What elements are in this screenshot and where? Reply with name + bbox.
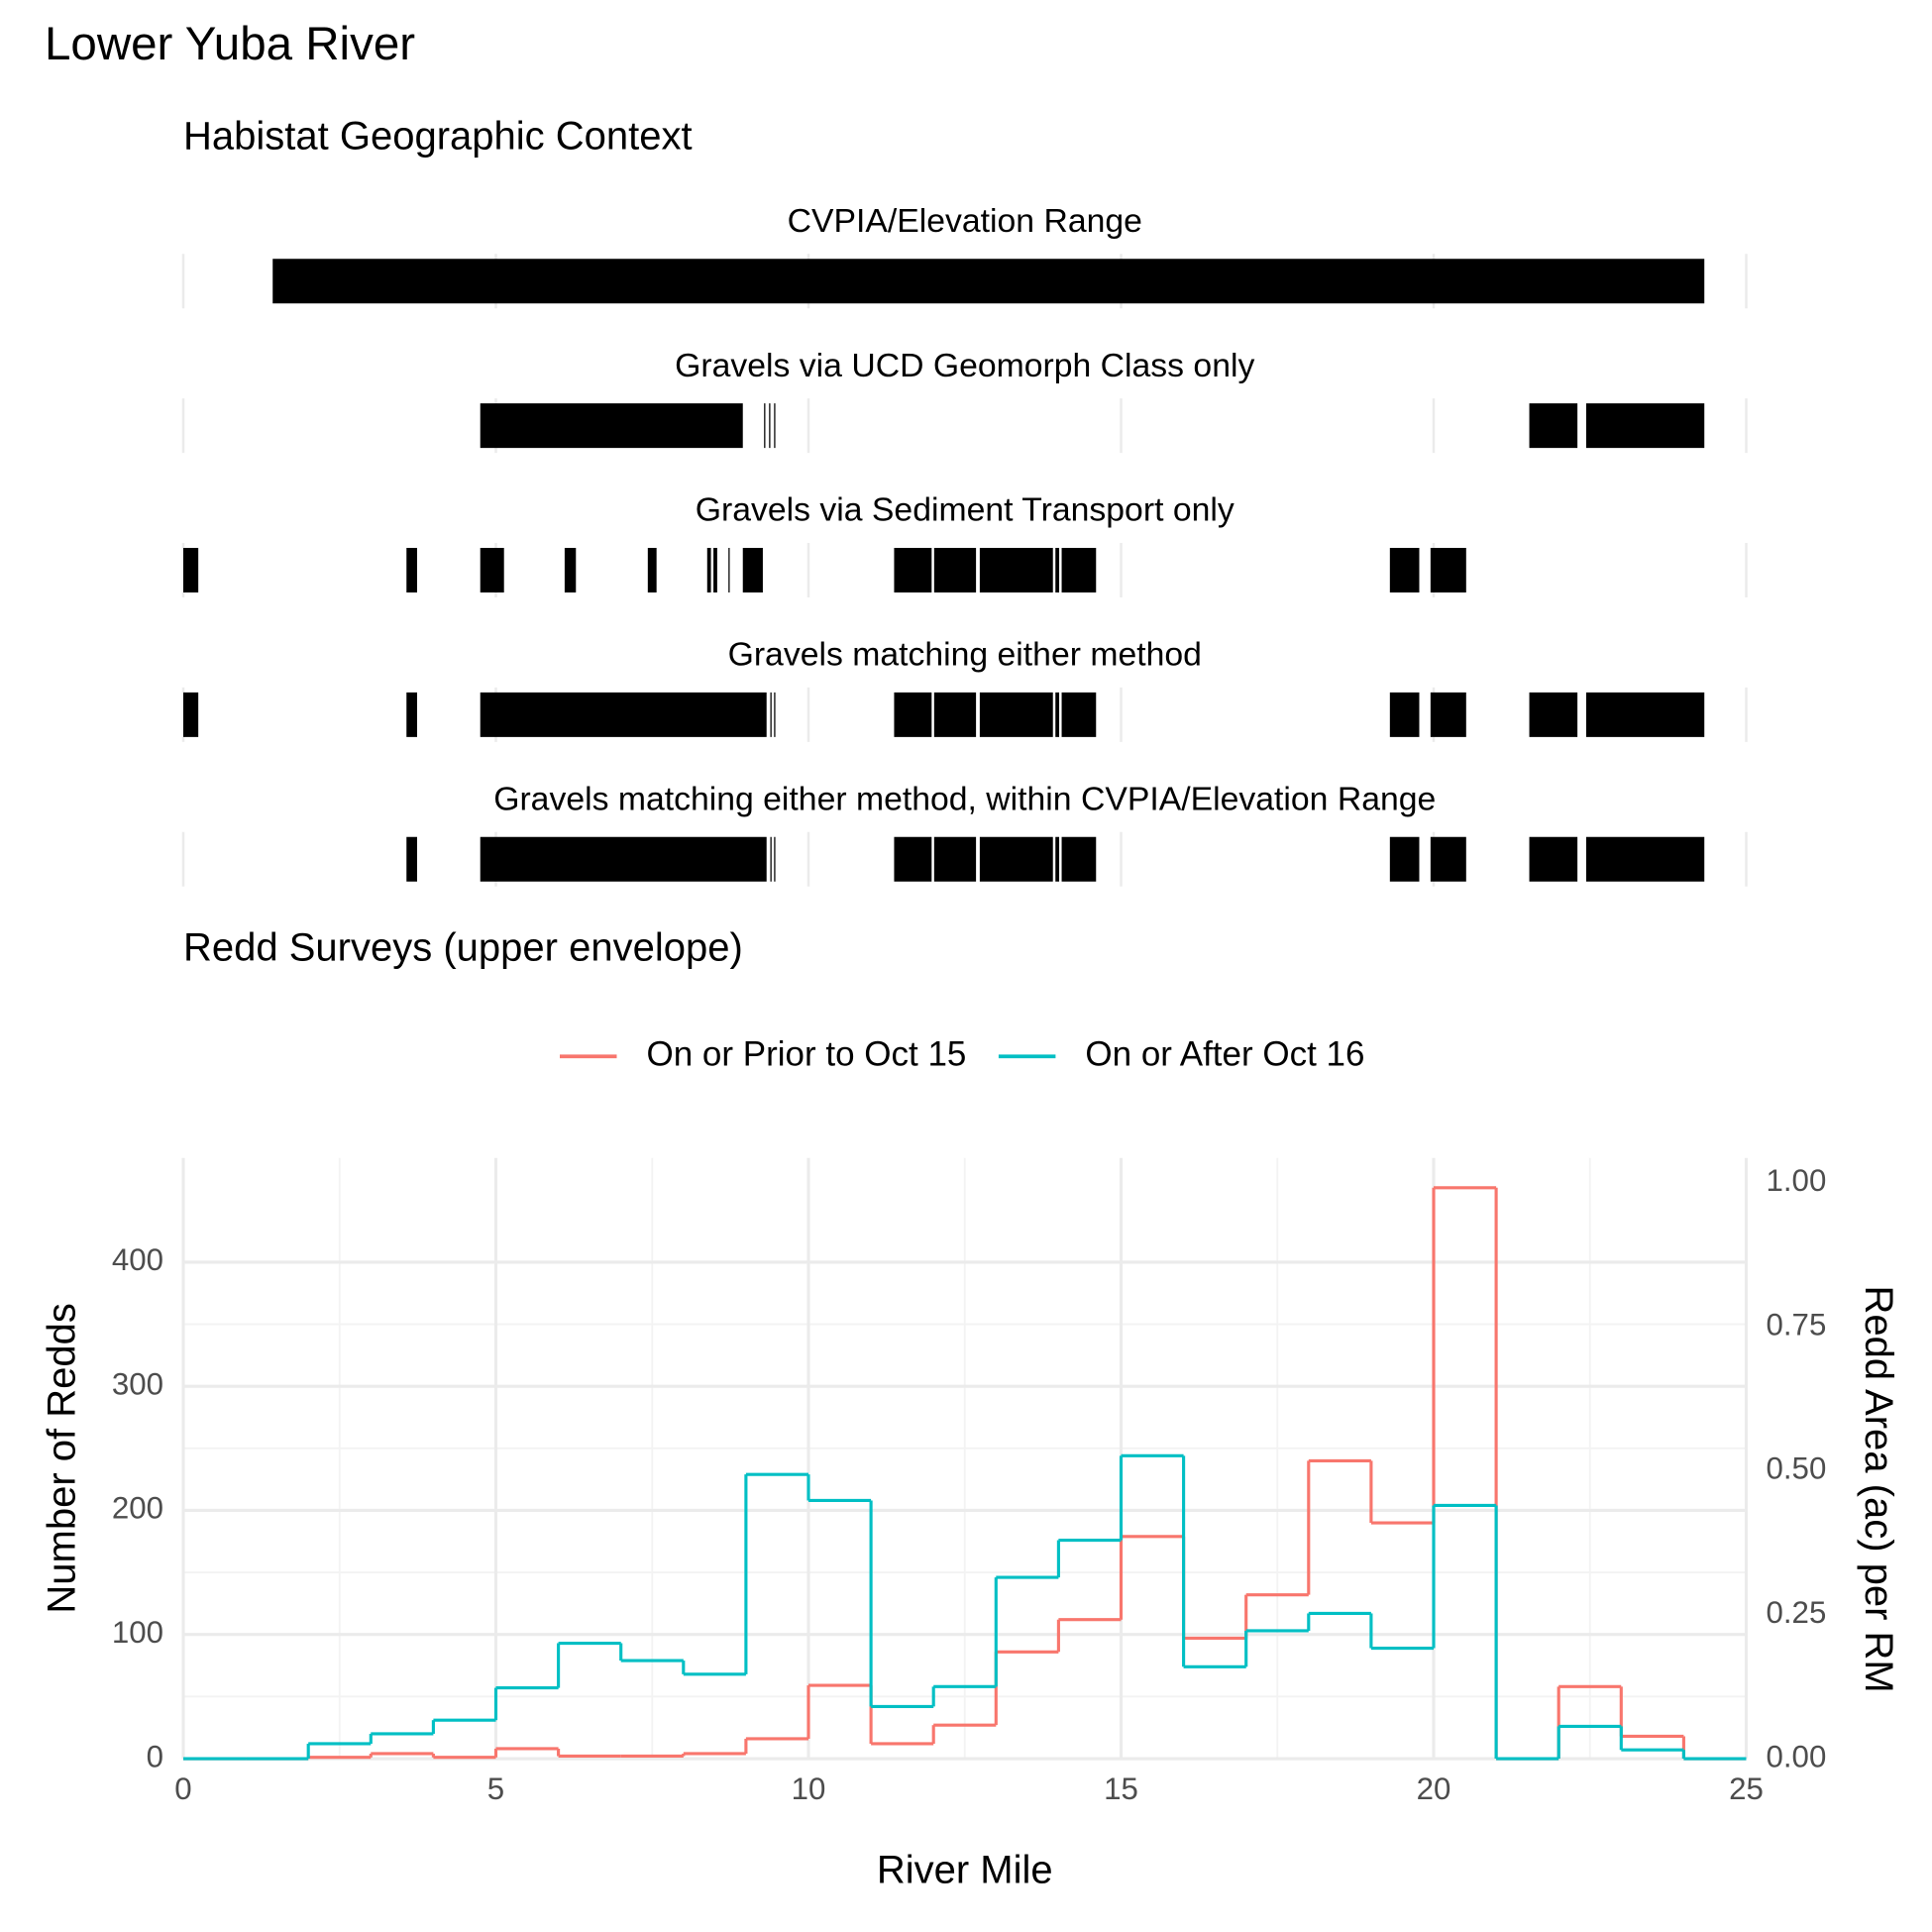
interval [480,836,767,882]
track-label: Gravels matching either method [728,636,1202,674]
interval [480,403,743,449]
y2-tick-label: 0.25 [1767,1595,1827,1630]
y-tick-label: 200 [112,1491,163,1526]
x-tick-label: 10 [792,1771,826,1806]
interval [706,548,711,592]
y2-tick-label: 0.75 [1767,1307,1827,1342]
interval [742,548,763,592]
page-title: Lower Yuba River [45,18,415,70]
y2-tick-label: 0.50 [1767,1451,1827,1486]
x-tick-label: 15 [1104,1771,1138,1806]
track-label: Gravels via Sediment Transport only [696,491,1234,529]
interval [1055,548,1060,592]
interval [1061,836,1097,882]
x-tick-label: 0 [174,1771,191,1806]
x-axis-title: River Mile [877,1849,1053,1892]
y2-tick-label: 0.00 [1767,1739,1827,1773]
track-label: CVPIA/Elevation Range [788,202,1142,240]
y-tick-label: 400 [112,1242,163,1277]
interval [1055,836,1060,882]
interval [774,836,776,882]
interval [764,403,766,449]
interval [713,548,717,592]
interval [979,548,1053,592]
interval [774,403,776,449]
interval [894,548,932,592]
y2-tick-label: 1.00 [1767,1163,1827,1198]
interval [1389,836,1420,882]
y-tick-label: 0 [147,1739,163,1773]
interval [933,548,977,592]
interval [894,836,932,882]
interval [1585,403,1705,449]
x-tick-label: 20 [1417,1771,1451,1806]
interval [1585,836,1705,882]
interval [480,692,767,737]
interval [1389,692,1420,737]
interval [1529,403,1578,449]
interval [933,692,977,737]
legend-label: On or Prior to Oct 15 [647,1035,967,1074]
tracks-title: Habistat Geographic Context [183,115,693,159]
interval [1430,692,1466,737]
legend-label: On or After Oct 16 [1085,1035,1364,1074]
interval [1585,692,1705,737]
y-tick-label: 100 [112,1615,163,1650]
interval [1061,548,1097,592]
interval [1529,836,1578,882]
interval [1389,548,1420,592]
interval [933,836,977,882]
track-label: Gravels matching either method, within C… [493,780,1436,817]
x-tick-label: 25 [1729,1771,1764,1806]
interval [647,548,657,592]
interval [406,692,417,737]
x-tick-label: 5 [487,1771,504,1806]
interval [564,548,577,592]
interval [480,548,504,592]
interval [769,403,771,449]
interval [1055,692,1060,737]
y-axis-title: Number of Redds [41,1303,84,1613]
interval [774,692,776,737]
step-title: Redd Surveys (upper envelope) [183,925,743,969]
y-tick-label: 300 [112,1366,163,1401]
interval [979,692,1053,737]
interval [406,836,417,882]
interval [1061,692,1097,737]
interval [183,692,199,737]
interval [1430,548,1466,592]
interval [1430,836,1466,882]
track-label: Gravels via UCD Geomorph Class only [675,347,1254,384]
interval [272,259,1705,304]
interval [406,548,417,592]
interval [1529,692,1578,737]
interval [728,548,730,592]
interval [894,692,932,737]
interval [979,836,1053,882]
interval [183,548,199,592]
y2-axis-title: Redd Area (ac) per RM [1857,1285,1900,1692]
interval [770,836,772,882]
interval [770,692,772,737]
